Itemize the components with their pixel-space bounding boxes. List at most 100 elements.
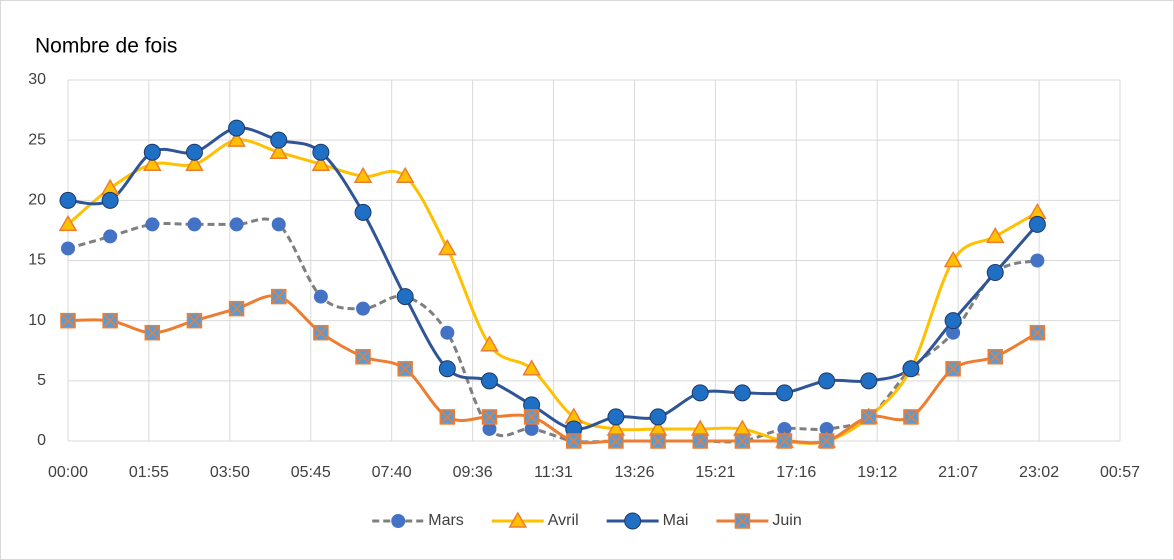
marker [902,360,920,378]
marker [311,154,331,171]
marker [1029,324,1046,341]
y-tick-label: 15 [28,252,46,269]
marker [733,384,751,402]
marker [861,409,877,425]
marker-cross [439,409,455,425]
marker-cross [524,409,540,425]
marker [185,143,203,161]
marker [354,203,372,221]
marker [522,359,541,376]
marker-cross [186,313,202,329]
marker [397,361,413,377]
marker [143,143,161,161]
y-tick-label: 30 [28,71,46,88]
marker-cross [819,433,835,449]
marker [692,433,708,449]
marker-cross [903,409,919,425]
marker-cross [734,513,750,529]
marker [818,372,836,390]
marker [1028,215,1046,233]
marker [271,217,286,232]
x-tick-label: 07:40 [372,464,412,481]
marker [943,250,963,268]
y-tick-label: 5 [37,372,46,389]
marker-cross [608,433,624,449]
x-tick-label: 00:00 [48,464,88,481]
marker [103,229,118,244]
marker [776,384,794,402]
marker [270,288,287,305]
marker [776,433,793,449]
marker [187,217,202,232]
y-tick-label: 25 [28,131,46,148]
marker [987,349,1003,365]
marker-cross [397,361,413,377]
marker-cross [355,349,371,365]
marker [649,408,667,426]
marker-cross [144,325,160,341]
marker-cross [1029,325,1045,341]
marker [607,408,625,426]
legend-marker [391,514,406,528]
marker [143,154,162,171]
x-tick-label: 05:45 [291,464,331,481]
marker [481,409,498,425]
x-tick-label: 17:16 [776,464,816,481]
x-tick-label: 23:02 [1019,464,1059,481]
legend-label: Mars [428,512,464,529]
marker [1030,253,1045,268]
marker [185,154,204,171]
marker [650,433,666,449]
marker [144,324,161,341]
marker-cross [481,409,498,425]
marker-cross [945,361,961,377]
legend-marker [508,511,528,528]
x-tick-label: 09:36 [453,464,493,481]
marker [101,191,119,209]
x-tick-label: 00:57 [1100,464,1140,481]
marker [313,289,328,304]
marker [395,166,415,184]
x-tick-label: 01:55 [129,464,169,481]
legend-label: Avril [548,512,579,529]
marker [903,409,919,425]
marker [691,384,709,402]
marker [355,349,371,365]
marker-cross [692,433,708,449]
y-tick-label: 0 [37,432,46,449]
marker [438,360,456,378]
marker [356,301,371,316]
marker-cross [734,433,750,449]
marker-cross [60,313,76,329]
marker-cross [861,409,877,425]
marker [438,238,457,256]
marker [945,361,961,377]
marker-cross [102,313,118,329]
marker-cross [313,325,329,341]
marker [186,312,203,329]
marker [860,372,878,390]
marker [228,119,246,137]
marker [944,312,962,330]
legend-marker [734,513,751,529]
marker-cross [566,433,582,449]
marker [270,131,288,149]
marker-cross [650,433,666,449]
legend-label: Juin [772,512,801,529]
legend: Mars Avril Mai Juin [372,511,802,530]
marker [986,264,1004,282]
x-tick-label: 03:50 [210,464,250,481]
chart-title: Nombre de fois [35,35,177,58]
marker [229,217,244,232]
legend-marker [624,512,642,530]
x-tick-label: 13:26 [614,464,654,481]
x-tick-label: 15:21 [695,464,735,481]
marker [480,372,498,390]
marker [608,433,624,449]
marker [818,433,835,449]
marker [734,433,751,449]
marker [353,166,373,184]
marker [102,312,118,329]
